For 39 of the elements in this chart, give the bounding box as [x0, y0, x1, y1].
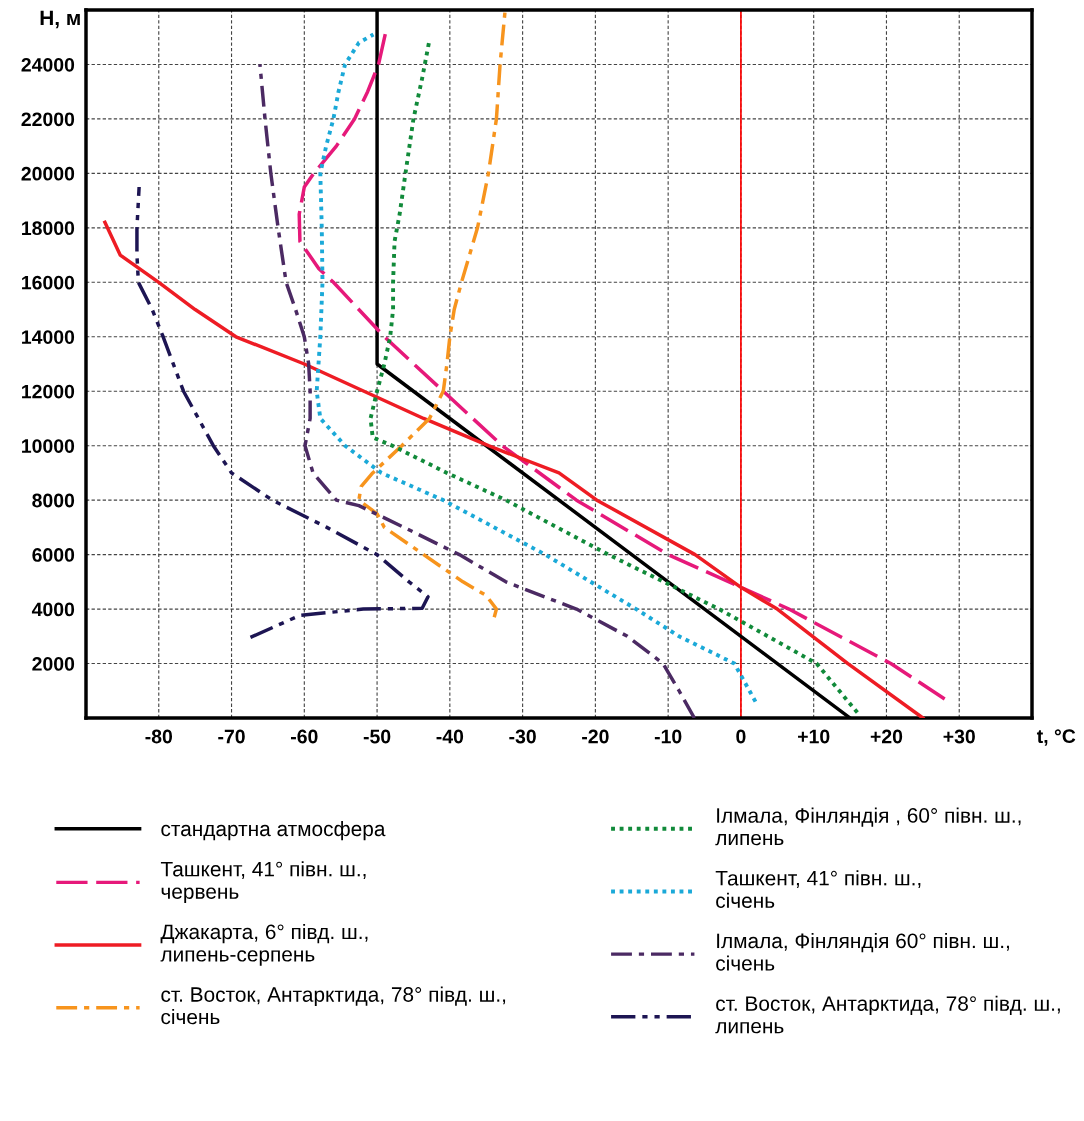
y-tick-label: 16000	[22, 275, 75, 290]
x-tick-label: -30	[509, 729, 536, 744]
legend-label: Джакарта, 6° півд. ш., липень-серпень	[160, 923, 368, 966]
y-tick-label: 10000	[22, 439, 75, 453]
x-tick-label: -10	[654, 729, 682, 744]
y-tick-label: 18000	[22, 221, 75, 236]
x-tick-label: -80	[145, 729, 173, 744]
y-tick-label: 6000	[32, 548, 75, 562]
y-tick-label: 4000	[31, 602, 75, 617]
y-tick-label: 8000	[32, 493, 75, 508]
y-axis-title: H, м	[40, 10, 80, 29]
legend-label: Ілмала, Фінляндія 60° півн. ш., січень	[716, 932, 1009, 971]
y-tick-label: 14000	[22, 330, 75, 345]
legend-label: Ташкент, 41° півн. ш., червень	[160, 861, 366, 904]
line-series	[135, 185, 430, 640]
x-tick-label: 0	[736, 729, 746, 744]
y-tick-label: 24000	[21, 57, 75, 72]
legend-label: стандартна атмосфера	[161, 820, 386, 841]
legend-label: Ташкент, 41° півн. ш., січень	[715, 870, 921, 908]
y-tick-label: 12000	[22, 384, 75, 399]
x-tick-label: -20	[582, 729, 609, 744]
legend-label: Ілмала, Фінляндія , 60° півн. ш., липень	[715, 807, 1021, 846]
x-tick-label: +30	[943, 729, 975, 744]
x-tick-label: -70	[218, 729, 245, 744]
line-series	[103, 220, 925, 718]
line-series	[314, 32, 758, 704]
legend-label: ст. Восток, Антарктида, 78° півд. ш., липень	[715, 995, 1060, 1034]
x-tick-label: -40	[436, 729, 464, 744]
x-tick-label: -60	[291, 729, 318, 744]
line-series	[258, 62, 697, 718]
y-tick-label: 2000	[32, 657, 75, 671]
legend-label: ст. Восток, Антарктида, 78° півд. ш., січень	[161, 986, 506, 1025]
y-tick-label: 22000	[21, 112, 75, 127]
line-series	[357, 10, 507, 619]
x-axis-title: t, °C	[1036, 729, 1076, 746]
x-tick-label: +20	[870, 729, 903, 744]
x-tick-label: -50	[363, 729, 391, 744]
y-tick-label: 20000	[21, 166, 75, 181]
x-tick-label: +10	[798, 729, 830, 744]
